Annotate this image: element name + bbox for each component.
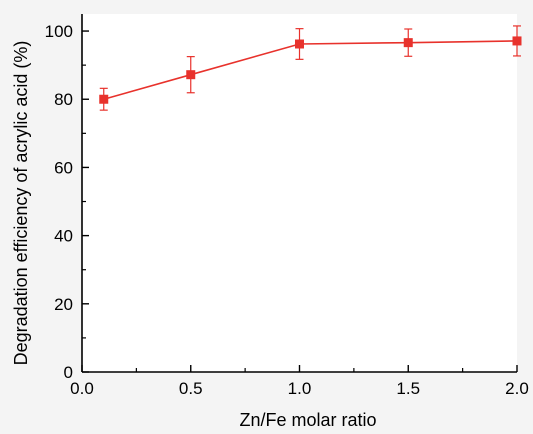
x-tick-label: 1.5 [396,379,420,398]
y-tick-label: 20 [54,295,73,314]
y-tick-label: 80 [54,90,73,109]
data-point [295,39,304,49]
y-tick-label: 60 [54,158,73,177]
y-tick-label: 100 [45,22,73,41]
y-tick-label: 40 [54,227,73,246]
x-tick-label: 1.0 [288,379,312,398]
data-point [512,36,522,46]
data-point [403,38,413,48]
x-tick-label: 0.0 [70,379,94,398]
y-tick-label: 0 [64,363,73,382]
data-point [186,70,196,80]
data-point [99,94,109,104]
x-axis-title: Zn/Fe molar ratio [239,410,376,430]
plot-area [82,14,517,372]
y-axis-title: Degradation efficiency of acrylic acid (… [11,41,31,366]
x-tick-label: 0.5 [179,379,203,398]
x-tick-label: 2.0 [505,379,529,398]
